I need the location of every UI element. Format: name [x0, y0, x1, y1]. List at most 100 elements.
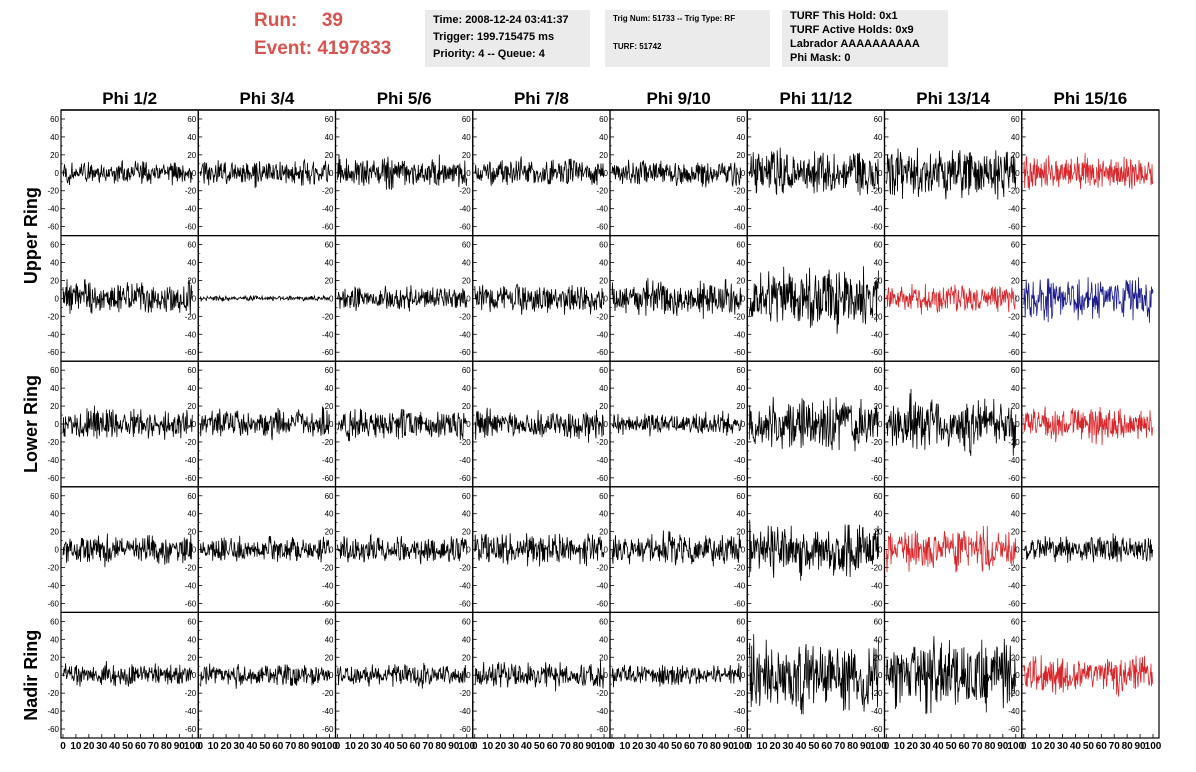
x-tick-label: 80	[161, 741, 173, 752]
waveform-trace	[474, 660, 605, 692]
y-tick-label: -60	[322, 223, 334, 232]
x-tick-label: 50	[534, 741, 546, 752]
y-tick-label: 40	[187, 259, 196, 268]
y-tick-label: 0	[329, 420, 334, 429]
y-tick-label: -40	[459, 456, 471, 465]
x-tick-label: 30	[782, 741, 794, 752]
y-tick-label: -40	[322, 707, 334, 716]
y-tick-label: -20	[47, 689, 59, 698]
y-tick-label: -60	[459, 599, 471, 608]
y-tick-label: 0	[329, 169, 334, 178]
y-tick-label: -20	[459, 689, 471, 698]
turf-hold-panel: TURF This Hold: 0x1 TURF Active Holds: 0…	[782, 10, 948, 67]
y-tick-label: 60	[1011, 492, 1020, 501]
waveform-trace	[748, 266, 879, 334]
y-tick-label: -60	[47, 474, 59, 483]
y-tick-label: -60	[459, 223, 471, 232]
y-tick-label: -20	[1008, 312, 1020, 321]
y-tick-label: 0	[55, 169, 60, 178]
y-tick-label: 60	[874, 492, 883, 501]
y-tick-label: -20	[734, 564, 746, 573]
y-tick-label: 60	[736, 492, 745, 501]
y-tick-label: -60	[1008, 223, 1020, 232]
y-tick-label: 40	[50, 384, 59, 393]
y-tick-label: 0	[55, 546, 60, 555]
y-tick-label: 60	[50, 241, 59, 250]
y-tick-label: 20	[736, 151, 745, 160]
y-tick-label: 40	[325, 635, 334, 644]
row-label: Nadir Ring	[21, 630, 41, 721]
waveform-trace	[886, 388, 1017, 457]
y-tick-label: -40	[322, 581, 334, 590]
y-tick-label: 20	[736, 653, 745, 662]
y-tick-label: 0	[604, 294, 609, 303]
y-tick-label: 40	[874, 384, 883, 393]
x-tick-label: 90	[723, 741, 735, 752]
y-tick-label: -20	[871, 564, 883, 573]
y-tick-label: -40	[596, 581, 608, 590]
y-tick-label: -40	[185, 581, 197, 590]
y-tick-label: 0	[741, 294, 746, 303]
x-tick-label: 80	[1122, 741, 1134, 752]
y-tick-label: 0	[1015, 169, 1020, 178]
waveform-trace	[474, 156, 605, 186]
y-tick-label: 40	[874, 635, 883, 644]
y-tick-label: 20	[325, 276, 334, 285]
y-tick-label: 0	[466, 294, 471, 303]
waveform-trace	[474, 283, 605, 315]
y-tick-label: -20	[185, 689, 197, 698]
x-tick-label: 0	[60, 741, 66, 752]
y-tick-label: 40	[599, 259, 608, 268]
y-tick-label: -20	[322, 187, 334, 196]
waveform-trace	[886, 525, 1017, 573]
y-tick-label: -20	[734, 689, 746, 698]
y-tick-label: 40	[50, 635, 59, 644]
y-tick-label: 20	[50, 276, 59, 285]
x-tick-label: 90	[311, 741, 323, 752]
x-tick-label: 40	[521, 741, 533, 752]
y-tick-label: 60	[187, 115, 196, 124]
waveform-trace	[337, 285, 468, 312]
y-tick-label: -60	[322, 348, 334, 357]
y-tick-label: 40	[187, 635, 196, 644]
column-header: Phi 11/12	[779, 89, 852, 108]
y-tick-label: -20	[734, 438, 746, 447]
y-tick-label: -40	[47, 330, 59, 339]
y-tick-label: 40	[736, 635, 745, 644]
y-tick-label: 40	[599, 133, 608, 142]
y-tick-label: 40	[187, 510, 196, 519]
trig-num-text: Trig Num: 51733 -- Trig Type: RF	[613, 14, 736, 23]
y-tick-label: 0	[741, 420, 746, 429]
waveform-trace	[886, 283, 1016, 315]
y-tick-label: -60	[185, 348, 197, 357]
y-tick-label: 40	[1011, 510, 1020, 519]
y-tick-label: -60	[1008, 348, 1020, 357]
y-tick-label: 60	[325, 366, 334, 375]
y-tick-label: -60	[596, 223, 608, 232]
y-tick-label: 0	[878, 294, 883, 303]
y-tick-label: -60	[47, 348, 59, 357]
y-tick-label: -60	[185, 725, 197, 734]
x-tick-label: 70	[834, 741, 846, 752]
y-tick-label: 20	[187, 151, 196, 160]
y-tick-label: 40	[736, 510, 745, 519]
y-tick-label: -20	[871, 312, 883, 321]
panel-frame	[472, 235, 611, 362]
y-tick-label: -20	[185, 564, 197, 573]
y-tick-label: 60	[736, 115, 745, 124]
y-tick-label: 0	[466, 546, 471, 555]
y-tick-label: -60	[734, 725, 746, 734]
y-tick-label: 40	[599, 384, 608, 393]
y-tick-label: 40	[599, 510, 608, 519]
y-tick-label: -40	[1008, 330, 1020, 339]
y-tick-label: -20	[47, 564, 59, 573]
y-tick-label: -40	[47, 707, 59, 716]
x-tick-label: 40	[795, 741, 807, 752]
y-tick-label: 0	[329, 671, 334, 680]
y-tick-label: 60	[187, 617, 196, 626]
y-tick-label: -60	[322, 599, 334, 608]
y-tick-label: -20	[596, 438, 608, 447]
waveform-trace	[748, 634, 879, 715]
y-tick-label: 20	[1011, 528, 1020, 537]
y-tick-label: -40	[185, 330, 197, 339]
